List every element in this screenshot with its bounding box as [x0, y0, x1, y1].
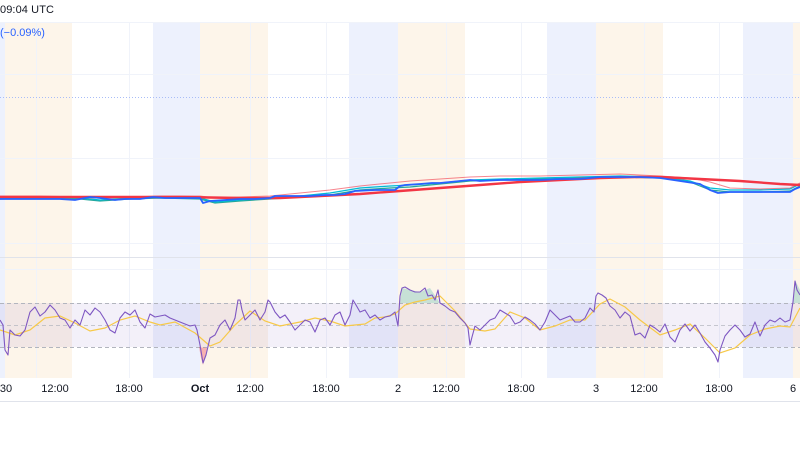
- time-axis-label: 2: [394, 383, 402, 395]
- time-axis-label: 12:00: [432, 383, 460, 395]
- time-axis-label: 12:00: [630, 383, 658, 395]
- price-change-percent: (−0.09%): [0, 27, 45, 39]
- time-axis-label: 3: [592, 383, 600, 395]
- rsi-line: [0, 280, 800, 364]
- chart-time-label: 09:04 UTC: [0, 4, 55, 16]
- time-axis-label: 18:00: [115, 383, 143, 395]
- time-axis-label: 6: [789, 383, 797, 395]
- grid-lines: [0, 22, 800, 378]
- time-axis-label: 12:00: [236, 383, 264, 395]
- time-axis-label: Oct: [190, 383, 210, 395]
- chart-canvas[interactable]: [0, 0, 800, 402]
- price-line: [0, 176, 800, 204]
- rsi-pane: [0, 280, 800, 365]
- time-axis-label: 12:00: [41, 383, 69, 395]
- session-bands: [0, 22, 800, 378]
- time-axis-label: 18:00: [312, 383, 340, 395]
- time-axis-label: 18:00: [705, 383, 733, 395]
- rsi-ma-line: [0, 295, 800, 354]
- time-axis-label: 18:00: [507, 383, 535, 395]
- time-axis-label: 30: [0, 383, 13, 395]
- time-axis-bottom-border: [0, 401, 800, 402]
